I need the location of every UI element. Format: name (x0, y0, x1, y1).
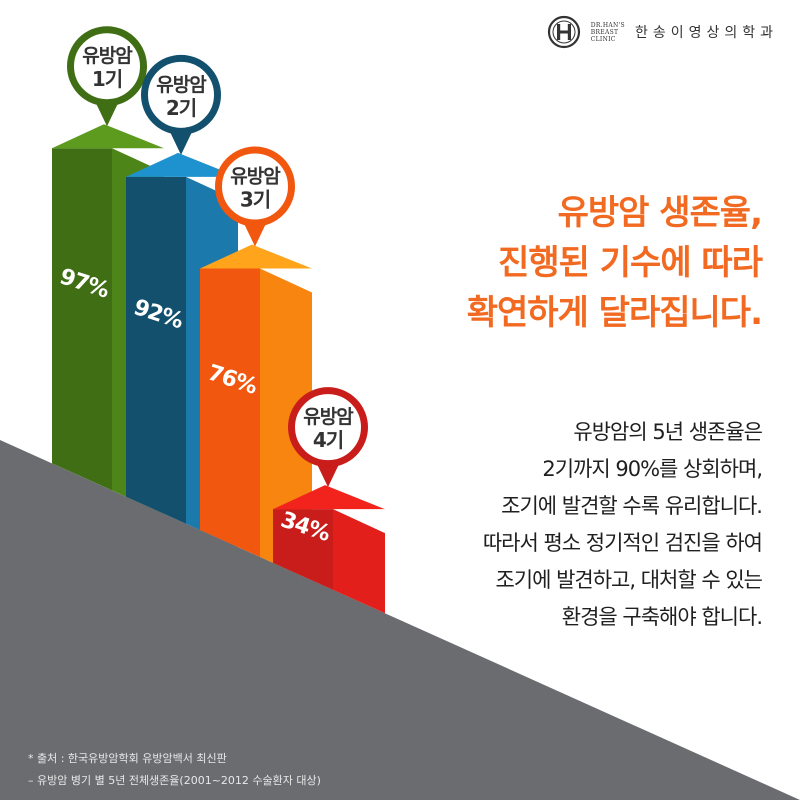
description-line: 조기에 발견하고, 대처할 수 있는 (495, 568, 763, 592)
pin-label: 3기 (240, 188, 270, 212)
bar-front (273, 509, 333, 590)
description-line: 환경을 구축해야 합니다. (561, 605, 763, 629)
pin-label: 유방암 (156, 74, 207, 96)
bar-top (273, 485, 385, 510)
footnote-caption: – 유방암 병기 별 5년 전체생존율(2001~2012 수술환자 대상) (28, 774, 321, 787)
bar-top (52, 124, 164, 149)
bar-front (52, 148, 112, 491)
description-line: 따라서 평소 정기적인 검진을 하여 (482, 531, 763, 555)
brand-sub-line: Dr.Han's (590, 21, 625, 29)
description-line: 2기까지 90%를 상회하며, (542, 457, 763, 481)
description-line: 조기에 발견할 수록 유리합니다. (501, 494, 763, 518)
pin-pointer (317, 464, 339, 488)
pin-pointer (244, 223, 266, 247)
pin-circle (141, 54, 221, 135)
pin-label: 1기 (92, 67, 122, 91)
dr-han-logo-icon (547, 15, 580, 49)
headline-line: 진행된 기수에 따라 (498, 243, 763, 283)
description-line: 유방암의 5년 생존율은 (573, 420, 763, 444)
pin-pointer (96, 103, 118, 127)
pin-label: 4기 (313, 428, 343, 452)
pin-label: 유방암 (82, 45, 133, 67)
pin-circle (67, 26, 147, 107)
pin-label: 유방암 (303, 406, 354, 428)
brand-name: 한송이영상의학과 (634, 25, 778, 41)
brand: Dr.Han's Breast Clinic 한송이영상의학과 (547, 10, 778, 54)
bar-front (126, 176, 186, 524)
footnote-source: * 출처 : 한국유방암학회 유방암백서 최신판 (28, 752, 227, 765)
brand-sub: Dr.Han's Breast Clinic (591, 22, 625, 43)
headline: 유방암 생존율, 진행된 기수에 따라 확연하게 달라집니다. (466, 188, 763, 338)
headline-line: 유방암 생존율, (557, 193, 763, 233)
footnotes: * 출처 : 한국유방암학회 유방암백서 최신판 – 유방암 병기 별 5년 전… (28, 748, 321, 792)
bar-front (200, 268, 260, 557)
pin-circle (215, 146, 295, 227)
pin-circle (288, 387, 368, 468)
pin-pointer (170, 131, 192, 155)
bar-side (333, 509, 385, 614)
brand-sub-line: Clinic (590, 35, 616, 43)
headline-line: 확연하게 달라집니다. (466, 293, 763, 333)
bar-top (200, 244, 312, 269)
brand-sub-line: Breast (590, 28, 619, 36)
description: 유방암의 5년 생존율은 2기까지 90%를 상회하며, 조기에 발견할 수록 … (482, 414, 763, 636)
bar-top (126, 152, 238, 177)
pin-label: 2기 (166, 96, 196, 120)
pin-label: 유방암 (230, 166, 281, 188)
